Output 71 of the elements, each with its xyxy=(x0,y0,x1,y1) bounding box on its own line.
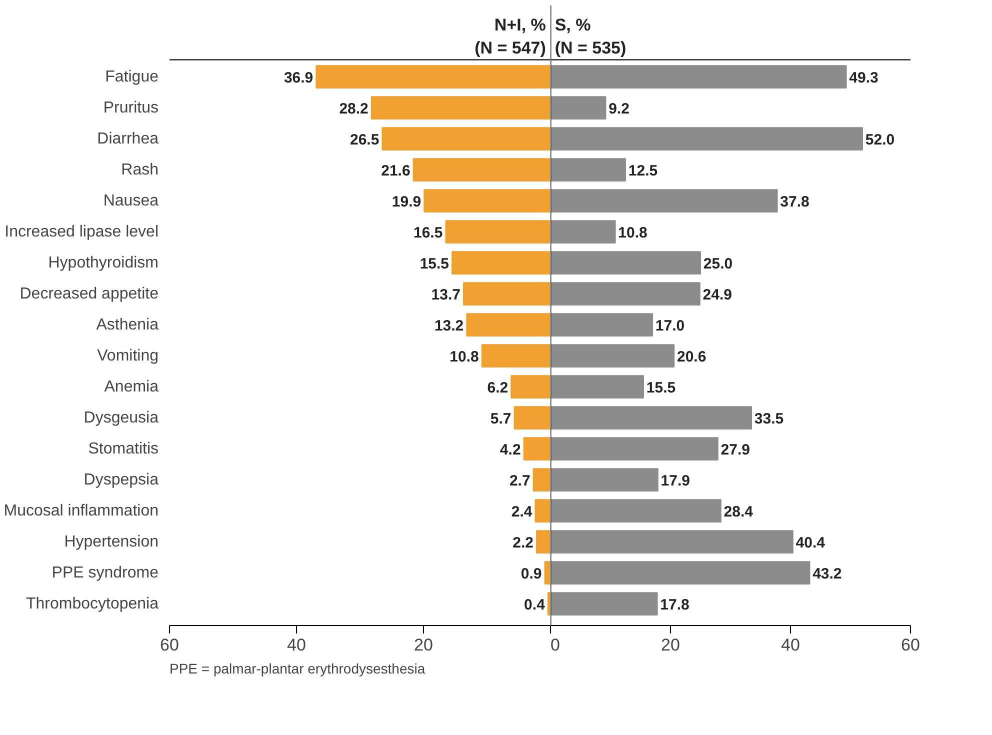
data-label: 17.9 xyxy=(660,472,690,490)
y-tick-label: PPE syndrome xyxy=(52,564,159,582)
data-label: 15.5 xyxy=(646,379,676,396)
y-tick-label: Dysgeusia xyxy=(84,409,159,426)
x-tick-label: 40 xyxy=(287,636,306,654)
data-label: 0.4 xyxy=(524,596,546,614)
data-label: 17.8 xyxy=(660,596,690,614)
data-label: 4.2 xyxy=(500,441,521,458)
data-label: 26.5 xyxy=(350,131,380,148)
bar xyxy=(523,437,550,460)
x-tick-label: 20 xyxy=(414,636,433,654)
y-tick-label: Hypertension xyxy=(64,533,159,550)
data-label: 13.7 xyxy=(431,286,460,304)
data-label: 13.2 xyxy=(434,317,464,334)
bar xyxy=(514,406,550,430)
y-tick-label: Dyspepsia xyxy=(84,471,159,488)
y-tick-label: Rash xyxy=(121,161,159,178)
data-label: 49.3 xyxy=(849,69,878,86)
y-tick-label: Vomiting xyxy=(97,347,159,364)
bar xyxy=(532,468,550,492)
y-tick-label: Thrombocytopenia xyxy=(26,595,159,612)
y-tick-label: Fatigue xyxy=(105,68,159,86)
text: PPE = palmar-plantar erythrodysesthesia xyxy=(170,660,426,676)
data-label: 21.6 xyxy=(381,162,410,180)
data-label: 28.4 xyxy=(724,503,754,520)
bar xyxy=(547,592,550,616)
data-label: 10.8 xyxy=(618,224,648,242)
x-tick-label: 40 xyxy=(781,636,800,654)
x-tick-label: 60 xyxy=(901,636,920,654)
x-tick-label: 0 xyxy=(550,636,560,654)
data-label: 9.2 xyxy=(608,100,630,118)
y-tick-label: Stomatitis xyxy=(88,440,159,458)
y-tick-label: Hypothyroidism xyxy=(48,254,159,272)
data-label: 28.2 xyxy=(339,100,368,118)
bar xyxy=(534,499,550,522)
data-label: 24.9 xyxy=(702,286,732,304)
data-label: 0.9 xyxy=(520,565,542,582)
data-label: 37.8 xyxy=(780,193,810,210)
bar xyxy=(544,561,550,584)
data-label: 10.8 xyxy=(450,348,479,366)
data-label: 16.5 xyxy=(413,224,443,242)
data-label: 40.4 xyxy=(796,534,826,552)
data-label: 15.5 xyxy=(420,255,450,272)
data-label: 17.0 xyxy=(655,317,685,334)
bar xyxy=(536,530,550,554)
x-tick-label: 60 xyxy=(160,636,179,654)
y-tick-label: Diarrhea xyxy=(97,130,159,148)
data-label: 2.2 xyxy=(512,534,534,552)
y-tick-label: Increased lipase level xyxy=(4,223,159,240)
data-label: 43.2 xyxy=(812,565,842,582)
series-label: N+I, % (N = 547) xyxy=(474,16,546,58)
y-tick-label: Pruritus xyxy=(103,99,158,116)
data-label: 52.0 xyxy=(865,131,895,148)
y-tick-label: Anemia xyxy=(104,378,159,396)
data-label: 20.6 xyxy=(676,348,706,366)
data-label: 2.7 xyxy=(509,472,530,490)
data-label: 25.0 xyxy=(703,255,733,272)
x-tick-label: 20 xyxy=(661,636,680,654)
data-label: 33.5 xyxy=(754,410,784,428)
data-label: 36.9 xyxy=(284,69,314,86)
data-label: 2.4 xyxy=(511,503,533,520)
data-label: 12.5 xyxy=(628,162,658,180)
y-tick-label: Asthenia xyxy=(96,316,159,334)
series-label: S, % (N = 535) xyxy=(554,16,626,58)
y-tick-label: Mucosal inflammation xyxy=(4,502,159,520)
data-label: 5.7 xyxy=(490,410,512,428)
y-tick-label: Decreased appetite xyxy=(20,285,159,302)
data-label: 27.9 xyxy=(720,441,750,458)
data-label: 6.2 xyxy=(487,379,508,396)
y-tick-label: Nausea xyxy=(103,192,159,210)
data-label: 19.9 xyxy=(392,193,422,210)
